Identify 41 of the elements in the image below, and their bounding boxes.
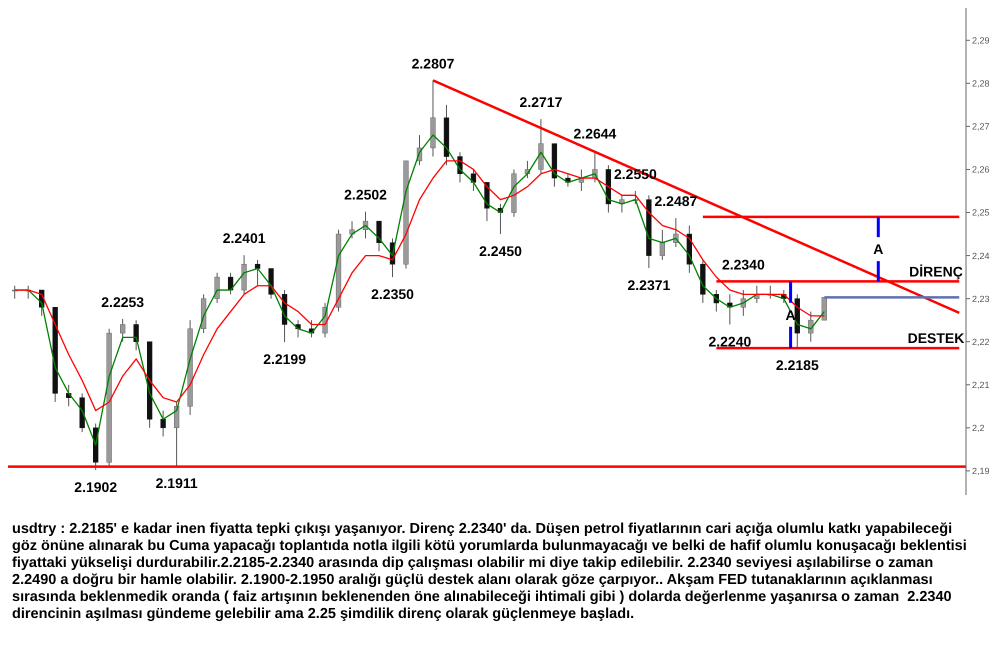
annotation: DESTEK	[908, 330, 964, 346]
y-tick-label: 2,23	[972, 294, 990, 304]
y-tick-label: 2,22	[972, 336, 990, 347]
annotation: 2.2502	[344, 186, 388, 203]
annotation: 2.2253	[101, 294, 144, 310]
y-tick-label: 2,25	[972, 208, 990, 218]
y-tick-label: 2,29	[972, 35, 990, 46]
annotation: 2.2240	[708, 333, 752, 350]
y-tick-label: 2,24	[972, 250, 990, 261]
y-tick-label: 2,27	[972, 122, 990, 132]
annotation: 2.1902	[74, 479, 118, 496]
candlestick	[160, 410, 166, 437]
annotation: 2.2199	[263, 351, 306, 368]
annotation: 2.2450	[479, 243, 522, 260]
candlestick	[254, 259, 260, 286]
annotation: 2.2185	[776, 357, 819, 374]
annotation: 2.2350	[371, 286, 414, 302]
y-tick-label: 2,28	[972, 78, 990, 89]
candlestick	[808, 311, 814, 342]
annotation: 2.2644	[574, 126, 617, 142]
annotation: 2.2807	[412, 55, 455, 72]
candlestick	[660, 229, 666, 260]
candlestick	[120, 318, 126, 342]
annotation: 2.2717	[520, 94, 563, 110]
annotation: 2.1911	[156, 475, 198, 492]
y-tick-label: 2,2	[972, 423, 985, 434]
annotation: 2.2487	[654, 193, 698, 210]
text: usdtry : 2.2185' e kadar inen fiyatta tepki çıkışı yaşanıyor. Direnç 2.2340' da. Düşen petrol fiyatlarının cari açığa olumlu katkı yapabileceği göz önüne alınarak bu Cuma yapacağı toplantıda notla ilgili kötü yorumlarda bulunmayacağı ve belki de hafif olumlu konuşacağı beklentisi fiyattaki yükselişi durdurabilir.2.2185-2.2340 arasında dip çalışması olabilir mi diye takip edilebilir. 2.2340 seviyesi aşılabilirse o zaman 2.2490 a doğru bir hamle olabilir. 2.1900-2.1950 aralığı güçlü destek alanı olarak göze çarpıyor.. Akşam FED tutanaklarının açıklanması sırasında beklenmedik oranda ( faiz artışının beklenenden öne alınabileceği ihtimali gibi ) dolarda değerlenme yaşanırsa o zaman 2.2340 direncinin aşılması gündeme gelebilir ama 2.25 şimdilik direnç olarak güçlenmeye başladı.	[11, 521, 968, 623]
annotation: A	[873, 241, 884, 258]
candlestick	[12, 285, 18, 300]
candlestick	[470, 168, 476, 192]
annotation: 2.2371	[628, 277, 671, 294]
candlestick	[228, 272, 234, 295]
y-tick-label: 2,26	[972, 164, 990, 175]
y-tick-label: 2,19	[972, 466, 990, 476]
annotation: 2.2401	[222, 230, 266, 246]
annotation: 2.2340	[722, 256, 765, 272]
candlestick	[174, 401, 180, 467]
annotation: DİRENÇ	[909, 263, 963, 280]
candlestick	[214, 272, 220, 304]
y-tick-label: 2,21	[972, 380, 990, 390]
